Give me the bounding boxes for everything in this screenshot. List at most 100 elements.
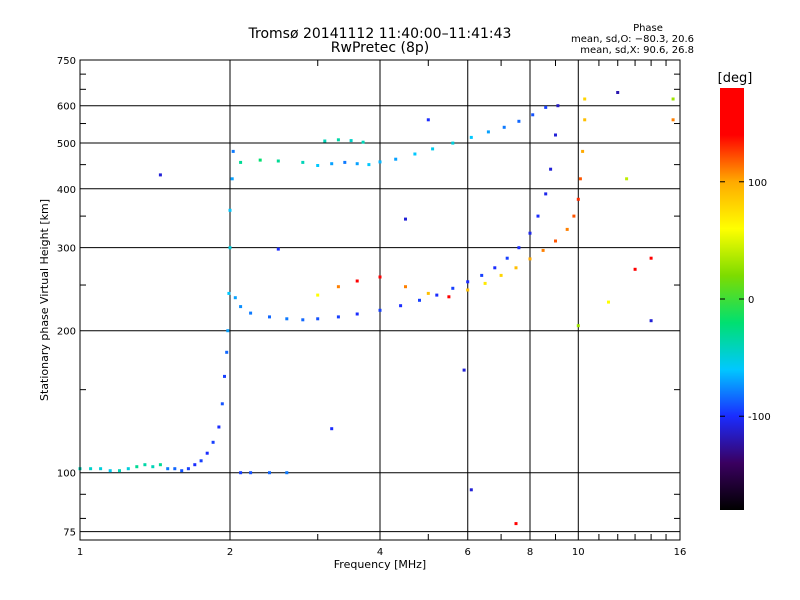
- data-point: [205, 451, 209, 455]
- data-point: [541, 248, 545, 252]
- data-point: [355, 162, 359, 166]
- data-point: [502, 125, 506, 129]
- x-tick-label: 2: [227, 547, 233, 558]
- data-point: [211, 440, 215, 444]
- data-point: [404, 217, 407, 221]
- data-point: [581, 149, 585, 153]
- data-point: [544, 192, 548, 196]
- data-point: [649, 319, 653, 323]
- data-point: [378, 160, 382, 164]
- data-point: [394, 157, 398, 161]
- data-point: [166, 467, 170, 471]
- data-point: [268, 315, 271, 319]
- data-point: [228, 208, 232, 212]
- data-point: [483, 281, 487, 285]
- x-tick-label: 1: [77, 547, 83, 558]
- data-point: [316, 293, 320, 297]
- chart-title: Tromsø 20141112 11:40:00–11:41:43: [248, 26, 512, 42]
- grid-lines: [80, 60, 680, 540]
- data-point: [528, 257, 532, 261]
- data-point: [531, 113, 535, 117]
- data-point: [565, 227, 569, 231]
- data-point: [514, 266, 518, 270]
- data-point: [572, 214, 576, 218]
- data-point: [578, 177, 582, 181]
- data-point: [399, 304, 403, 308]
- data-point: [404, 285, 407, 289]
- y-tick-label: 500: [57, 139, 76, 150]
- data-point: [99, 467, 103, 471]
- data-point: [378, 308, 382, 312]
- data-point: [517, 246, 521, 250]
- data-point: [426, 118, 430, 122]
- data-point: [158, 173, 162, 177]
- data-point: [336, 285, 340, 289]
- data-point: [633, 267, 637, 271]
- data-point: [616, 91, 620, 94]
- data-point: [173, 467, 177, 471]
- data-point: [466, 280, 470, 284]
- data-point: [625, 177, 629, 181]
- data-point: [220, 402, 224, 406]
- data-point: [301, 318, 305, 322]
- data-point: [186, 467, 190, 471]
- data-point: [514, 522, 518, 526]
- data-point: [349, 139, 353, 143]
- data-point: [228, 246, 232, 250]
- tick-labels: 1 2 4 6 8 10 16 75 100 200 300 400 500 600 750: [57, 56, 686, 558]
- data-point: [649, 256, 653, 260]
- y-axis-label: Stationary phase Virtual Height [km]: [38, 199, 51, 401]
- y-tick-label: 300: [57, 244, 76, 255]
- data-point: [671, 97, 675, 101]
- data-point: [230, 177, 234, 181]
- data-point: [143, 463, 147, 467]
- data-point: [480, 273, 484, 277]
- data-point: [233, 296, 237, 300]
- data-point: [193, 463, 197, 467]
- data-point: [330, 427, 334, 431]
- chart-subtitle: RwPretec (8p): [331, 40, 429, 56]
- data-point: [505, 256, 509, 260]
- colorbar-tick-label: 100: [748, 178, 767, 189]
- data-point: [431, 147, 435, 151]
- data-point: [108, 469, 112, 473]
- data-point: [583, 118, 587, 122]
- data-point: [285, 471, 289, 475]
- data-point: [462, 368, 466, 372]
- data-point: [301, 160, 305, 164]
- data-point: [499, 273, 503, 277]
- data-point: [517, 119, 521, 123]
- data-point: [227, 291, 231, 295]
- data-point: [426, 291, 430, 295]
- data-point: [126, 467, 130, 471]
- data-point: [447, 295, 451, 299]
- data-point: [361, 140, 365, 144]
- data-point: [239, 305, 243, 309]
- data-point: [151, 465, 155, 469]
- data-point: [355, 312, 359, 316]
- data-point: [226, 329, 230, 333]
- data-point: [249, 311, 253, 315]
- data-point: [135, 465, 139, 469]
- data-point: [180, 469, 184, 473]
- y-tick-label: 75: [63, 528, 76, 539]
- data-points: [78, 91, 675, 526]
- y-tick-label: 400: [57, 185, 76, 196]
- data-point: [378, 275, 382, 279]
- data-point: [276, 247, 280, 251]
- x-tick-label: 16: [674, 547, 687, 558]
- data-point: [231, 149, 235, 153]
- data-point: [239, 471, 243, 475]
- data-point: [544, 105, 548, 109]
- data-point: [330, 162, 334, 166]
- y-tick-label: 200: [57, 327, 76, 338]
- data-point: [528, 231, 532, 235]
- data-point: [239, 160, 243, 164]
- data-point: [493, 266, 497, 270]
- data-point: [217, 425, 221, 429]
- y-tick-label: 750: [57, 56, 76, 67]
- data-point: [89, 467, 93, 471]
- data-point: [486, 130, 490, 134]
- data-point: [413, 152, 417, 156]
- data-point: [435, 293, 439, 297]
